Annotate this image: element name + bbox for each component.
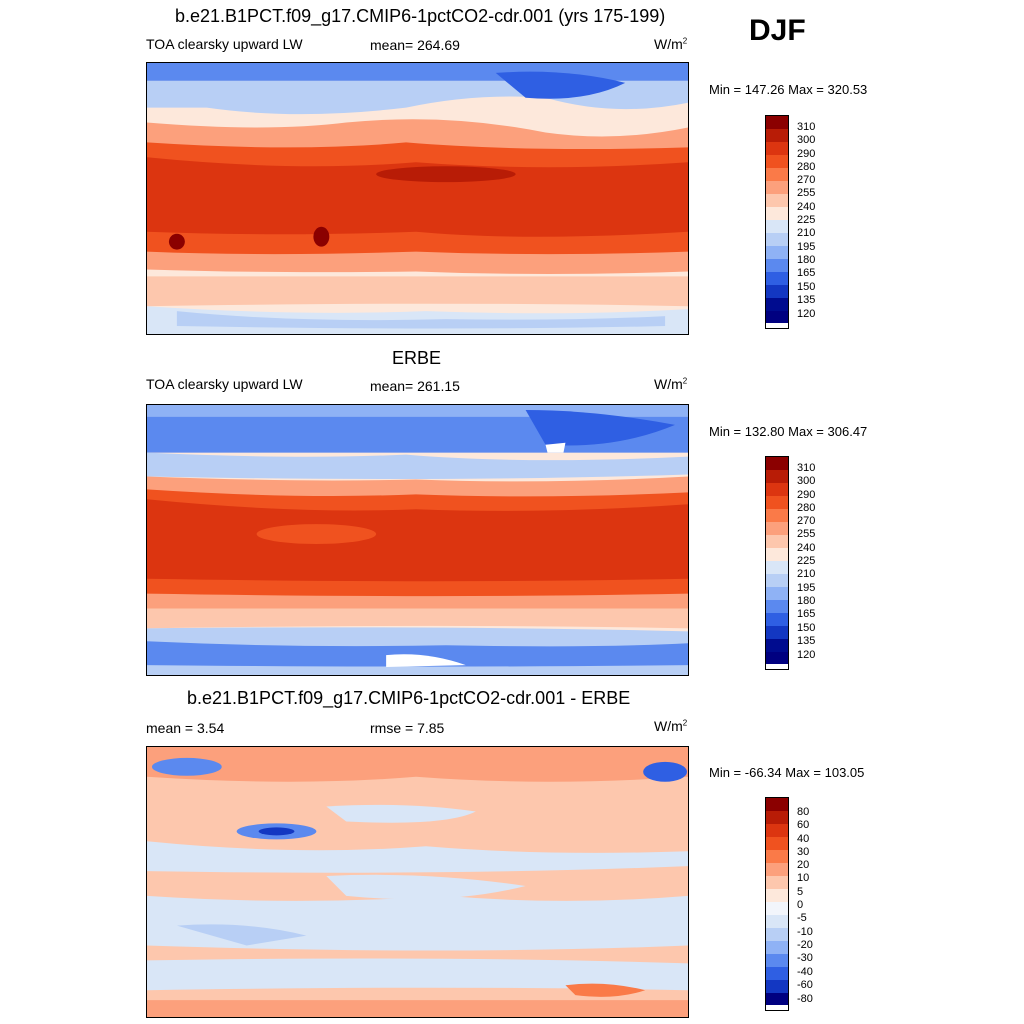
cb2-label: 255	[797, 528, 816, 540]
panel2-map	[146, 404, 689, 676]
cb2-label: 310	[797, 462, 816, 474]
panel2-minmax: Min = 132.80 Max = 306.47	[709, 424, 868, 439]
cb2-label: 180	[797, 595, 816, 607]
panel2-mean: mean= 261.15	[370, 378, 460, 394]
panel1-map-field	[147, 63, 688, 334]
panel3-map	[146, 746, 689, 1018]
cb1-label: 210	[797, 227, 816, 239]
cb1-label: 120	[797, 308, 816, 320]
cb1-label: 310	[797, 121, 816, 133]
panel3-units: W/m2	[654, 718, 688, 734]
cb3-label: -30	[797, 952, 813, 964]
panel2-map-field	[147, 405, 688, 675]
panel1-units: W/m2	[654, 36, 688, 52]
cb2-label: 120	[797, 649, 816, 661]
cb3-label: -80	[797, 993, 813, 1005]
panel1-mean: mean= 264.69	[370, 37, 460, 53]
panel3-rmse: rmse = 7.85	[370, 720, 445, 736]
cb1-label: 280	[797, 161, 816, 173]
cb1-label: 165	[797, 267, 816, 279]
cb1-label: 225	[797, 214, 816, 226]
cb3-label: 5	[797, 886, 804, 898]
panel1-variable: TOA clearsky upward LW	[146, 36, 303, 52]
cb2-label: 290	[797, 489, 816, 501]
cb1-label: 240	[797, 201, 816, 213]
cb1-label: 290	[797, 148, 816, 160]
cb2-label: 195	[797, 582, 816, 594]
cb2-label: 150	[797, 622, 816, 634]
panel1-colorbar	[765, 115, 789, 329]
cb3-label: 80	[797, 806, 810, 818]
panel1-title: b.e21.B1PCT.f09_g17.CMIP6-1pctCO2-cdr.00…	[175, 6, 666, 26]
cb1-label: 270	[797, 174, 816, 186]
cb1-label: 180	[797, 254, 816, 266]
cb2-label: 280	[797, 502, 816, 514]
cb1-label: 135	[797, 294, 816, 306]
panel3-colorbar	[765, 797, 789, 1011]
panel1-minmax: Min = 147.26 Max = 320.53	[709, 82, 868, 97]
panel2-units: W/m2	[654, 376, 688, 392]
panel2-title: ERBE	[392, 348, 442, 368]
cb3-label: 20	[797, 859, 810, 871]
cb2-label: 300	[797, 475, 816, 487]
cb3-label: 30	[797, 846, 810, 858]
cb3-label: -10	[797, 926, 813, 938]
cb2-label: 165	[797, 608, 816, 620]
cb3-label: -5	[797, 912, 807, 924]
panel2-variable: TOA clearsky upward LW	[146, 376, 303, 392]
cb3-label: -40	[797, 966, 813, 978]
cb3-label: -60	[797, 979, 813, 991]
cb1-label: 300	[797, 134, 816, 146]
panel3-map-field	[147, 747, 688, 1017]
cb2-label: 210	[797, 568, 816, 580]
panel1-map	[146, 62, 689, 335]
panel2-colorbar	[765, 456, 789, 670]
cb2-label: 225	[797, 555, 816, 567]
panel3-title: b.e21.B1PCT.f09_g17.CMIP6-1pctCO2-cdr.00…	[187, 688, 631, 708]
cb3-label: 40	[797, 833, 810, 845]
cb3-label: 10	[797, 872, 810, 884]
panel3-minmax: Min = -66.34 Max = 103.05	[709, 765, 865, 780]
cb3-label: -20	[797, 939, 813, 951]
panel3-mean: mean = 3.54	[146, 720, 225, 736]
cb2-label: 240	[797, 542, 816, 554]
cb1-label: 195	[797, 241, 816, 253]
season-label: DJF	[749, 14, 806, 47]
cb1-label: 150	[797, 281, 816, 293]
cb1-label: 255	[797, 187, 816, 199]
cb3-label: 60	[797, 819, 810, 831]
cb2-label: 135	[797, 635, 816, 647]
cb2-label: 270	[797, 515, 816, 527]
cb3-label: 0	[797, 899, 804, 911]
